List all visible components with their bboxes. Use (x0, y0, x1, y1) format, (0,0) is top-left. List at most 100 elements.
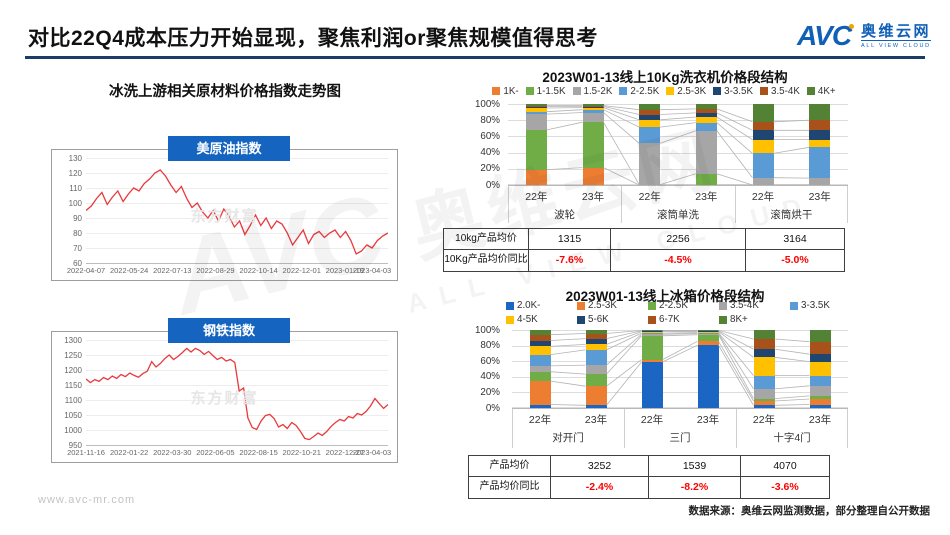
y-tick-label: 130 (68, 153, 82, 163)
legend-swatch (506, 301, 514, 310)
bar-segment (752, 153, 774, 178)
legend-label: 3-3.5K (724, 85, 754, 97)
legend-item: 3-3.5K (790, 300, 861, 311)
bar-segment (529, 381, 551, 405)
y-tick-label: 1100 (64, 395, 82, 405)
y-tick-label: 100% (474, 98, 500, 110)
bar-segment (582, 109, 604, 113)
y-tick-label: 80% (480, 340, 500, 352)
bar-segment (641, 335, 663, 360)
bar-segment (585, 344, 607, 350)
bar-segment (809, 178, 831, 185)
y-tick-label: 20% (480, 163, 500, 175)
y-tick-label: 100 (68, 198, 82, 208)
bar-segment (809, 354, 831, 362)
eastmoney-watermark: 东方财富 (190, 389, 259, 407)
bar-segment (529, 340, 551, 347)
bar-segment (525, 105, 547, 107)
page-title: 对比22Q4成本压力开始显现，聚焦利润or聚焦规模值得思考 (28, 27, 598, 50)
bar-segment (529, 365, 551, 372)
group-label: 三门 (669, 432, 691, 444)
table-cell: 3164 (746, 229, 844, 250)
x-tick-label: 2022-06-05 (196, 448, 235, 457)
legend-item: 2.5-3K (666, 86, 706, 97)
gridline (86, 370, 388, 371)
y-tick-label: 0% (485, 402, 500, 414)
bar-segment (529, 330, 551, 335)
bar-segment (752, 130, 774, 140)
category-label: 23年 (696, 414, 720, 426)
group-separator (621, 186, 623, 223)
bar-segment (582, 106, 604, 108)
y-tick-label: 80 (73, 228, 82, 238)
bar-segment (809, 361, 831, 376)
bar-segment (585, 386, 607, 406)
gridline (512, 361, 848, 363)
bar-segment (641, 330, 663, 332)
y-tick-label: 120 (68, 168, 82, 178)
avc-logo-tagline: ALL VIEW CLOUD (861, 40, 932, 49)
legend-swatch (648, 315, 656, 324)
series-connector-lines (550, 330, 810, 406)
group-separator (736, 409, 737, 448)
category-label: 23年 (808, 414, 832, 426)
legend-swatch (806, 87, 815, 95)
legend-swatch (525, 87, 534, 95)
bar-segment (585, 365, 607, 375)
fridge-chart-xaxis: 22年 23年 22年 23年 22年 23年 对开门 三门 十字4门 (512, 408, 848, 448)
bar-segment (809, 330, 831, 342)
legend-swatch (572, 87, 581, 95)
bar-segment (752, 104, 774, 122)
bar-segment (753, 388, 775, 399)
bar-segment (695, 108, 717, 113)
series-connector-lines (546, 105, 810, 185)
bar-segment (529, 346, 551, 355)
legend-label: 1.5-2K (583, 85, 613, 97)
legend-item: 3-3.5K (713, 86, 753, 97)
bar-segment (639, 127, 661, 144)
legend-label: 2-2.5K (630, 85, 660, 97)
y-tick-label: 1150 (64, 380, 82, 390)
bar-segment (695, 116, 717, 123)
legend-swatch (790, 301, 798, 310)
y-tick-label: 100% (474, 324, 500, 336)
logo-orange-dot-icon (849, 24, 855, 29)
category-label: 22年 (752, 414, 776, 426)
x-tick-label: 2022-12-27 (325, 448, 365, 457)
bar-segment (639, 119, 661, 128)
gridline (86, 248, 388, 249)
bar-segment (695, 104, 717, 109)
gridline (86, 203, 388, 204)
x-tick-label: 2023-04-03 (352, 266, 392, 275)
data-source-note: 数据来源：奥维云网监测数据，部分整理自公开数据 (688, 505, 931, 517)
x-tick-label: 2023-01-19 (325, 266, 365, 275)
group-label: 滚筒单洗 (657, 209, 699, 221)
gridline (86, 415, 388, 416)
bar-segment (809, 385, 831, 396)
crude-oil-chart-header: 美原油指数 (168, 136, 290, 161)
legend-label: 6-7K (659, 314, 680, 325)
gridline (86, 263, 388, 264)
table-cell: 4070 (741, 456, 829, 477)
gridline (86, 218, 388, 219)
y-tick-label: 1000 (64, 425, 82, 435)
y-tick-label: 60 (73, 258, 82, 268)
legend-label: 4K+ (817, 85, 836, 97)
gridline (86, 430, 388, 431)
x-tick-label: 2023-04-03 (352, 448, 392, 457)
category-label: 23年 (695, 191, 718, 203)
bar-segment (585, 338, 607, 345)
bar-segment (525, 111, 547, 115)
bar-segment (529, 334, 551, 341)
legend-swatch (719, 315, 727, 324)
category-label: 23年 (584, 414, 608, 426)
bar-segment (697, 341, 719, 346)
legend-label: 3.5-4K (730, 300, 759, 311)
legend-swatch (760, 87, 769, 95)
bar-segment (525, 169, 547, 185)
y-tick-label: 20% (480, 386, 500, 398)
group-separator (624, 409, 625, 448)
bar-segment (752, 177, 774, 185)
bar-segment (753, 401, 775, 406)
bar-segment (585, 349, 607, 366)
